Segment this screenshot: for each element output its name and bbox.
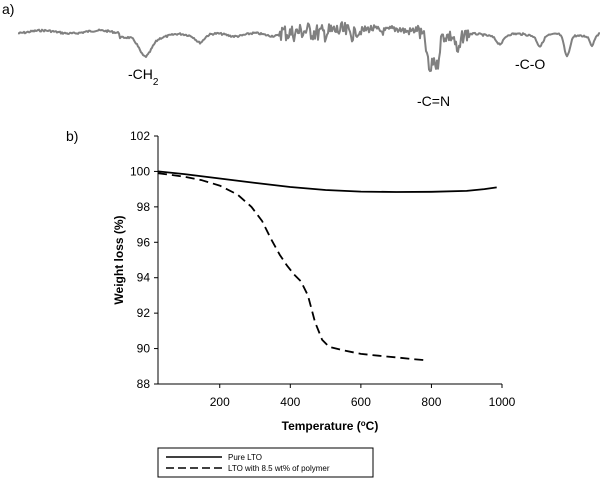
ir-spectrum-trace bbox=[17, 21, 600, 73]
x-ticks: 200 400 600 800 1000 bbox=[210, 384, 516, 409]
x-tick-label: 400 bbox=[280, 395, 300, 409]
x-axis-label-main: Temperature ( bbox=[282, 419, 361, 433]
y-tick-label: 94 bbox=[137, 271, 151, 285]
legend: Pure LTO LTO with 8.5 wt% of polymer bbox=[157, 447, 374, 478]
y-tick-label: 102 bbox=[130, 129, 150, 143]
annotation-ch2-text: -CH bbox=[128, 66, 153, 82]
y-tick-label: 98 bbox=[137, 200, 151, 214]
y-tick-label: 90 bbox=[137, 342, 151, 356]
y-tick-label: 88 bbox=[137, 377, 151, 391]
annotation-ch2-sub: 2 bbox=[153, 77, 159, 88]
x-tick-label: 1000 bbox=[489, 395, 516, 409]
annotation-cn: -C=N bbox=[417, 93, 450, 109]
series-line-lto-polymer bbox=[157, 172, 425, 361]
panel-a-label: a) bbox=[2, 1, 14, 17]
x-tick-label: 600 bbox=[351, 395, 371, 409]
series-group bbox=[157, 170, 497, 361]
tga-chart: 88 90 92 94 96 98 100 102 200 400 600 800 1000 Weig… bbox=[112, 129, 516, 433]
panel-b-label: b) bbox=[66, 128, 78, 144]
annotation-ch2: -CH2 bbox=[128, 66, 159, 88]
x-axis-label: Temperature (oC) bbox=[282, 419, 379, 434]
y-axis-label: Weight loss (%) bbox=[112, 215, 126, 304]
annotation-co: -C-O bbox=[515, 56, 545, 72]
y-tick-label: 92 bbox=[137, 306, 151, 320]
y-ticks: 88 90 92 94 96 98 100 102 bbox=[130, 129, 158, 391]
y-tick-label: 100 bbox=[130, 164, 150, 178]
legend-box bbox=[157, 447, 374, 478]
legend-label-lto-polymer: LTO with 8.5 wt% of polymer bbox=[228, 464, 330, 473]
legend-label-pure-lto: Pure LTO bbox=[228, 453, 262, 462]
x-tick-label: 200 bbox=[210, 395, 230, 409]
x-tick-label: 800 bbox=[421, 395, 441, 409]
y-tick-label: 96 bbox=[137, 235, 151, 249]
x-axis-label-sup: o bbox=[361, 419, 366, 428]
x-axis-label-end: C) bbox=[366, 419, 379, 433]
series-line-pure-lto bbox=[157, 170, 497, 193]
